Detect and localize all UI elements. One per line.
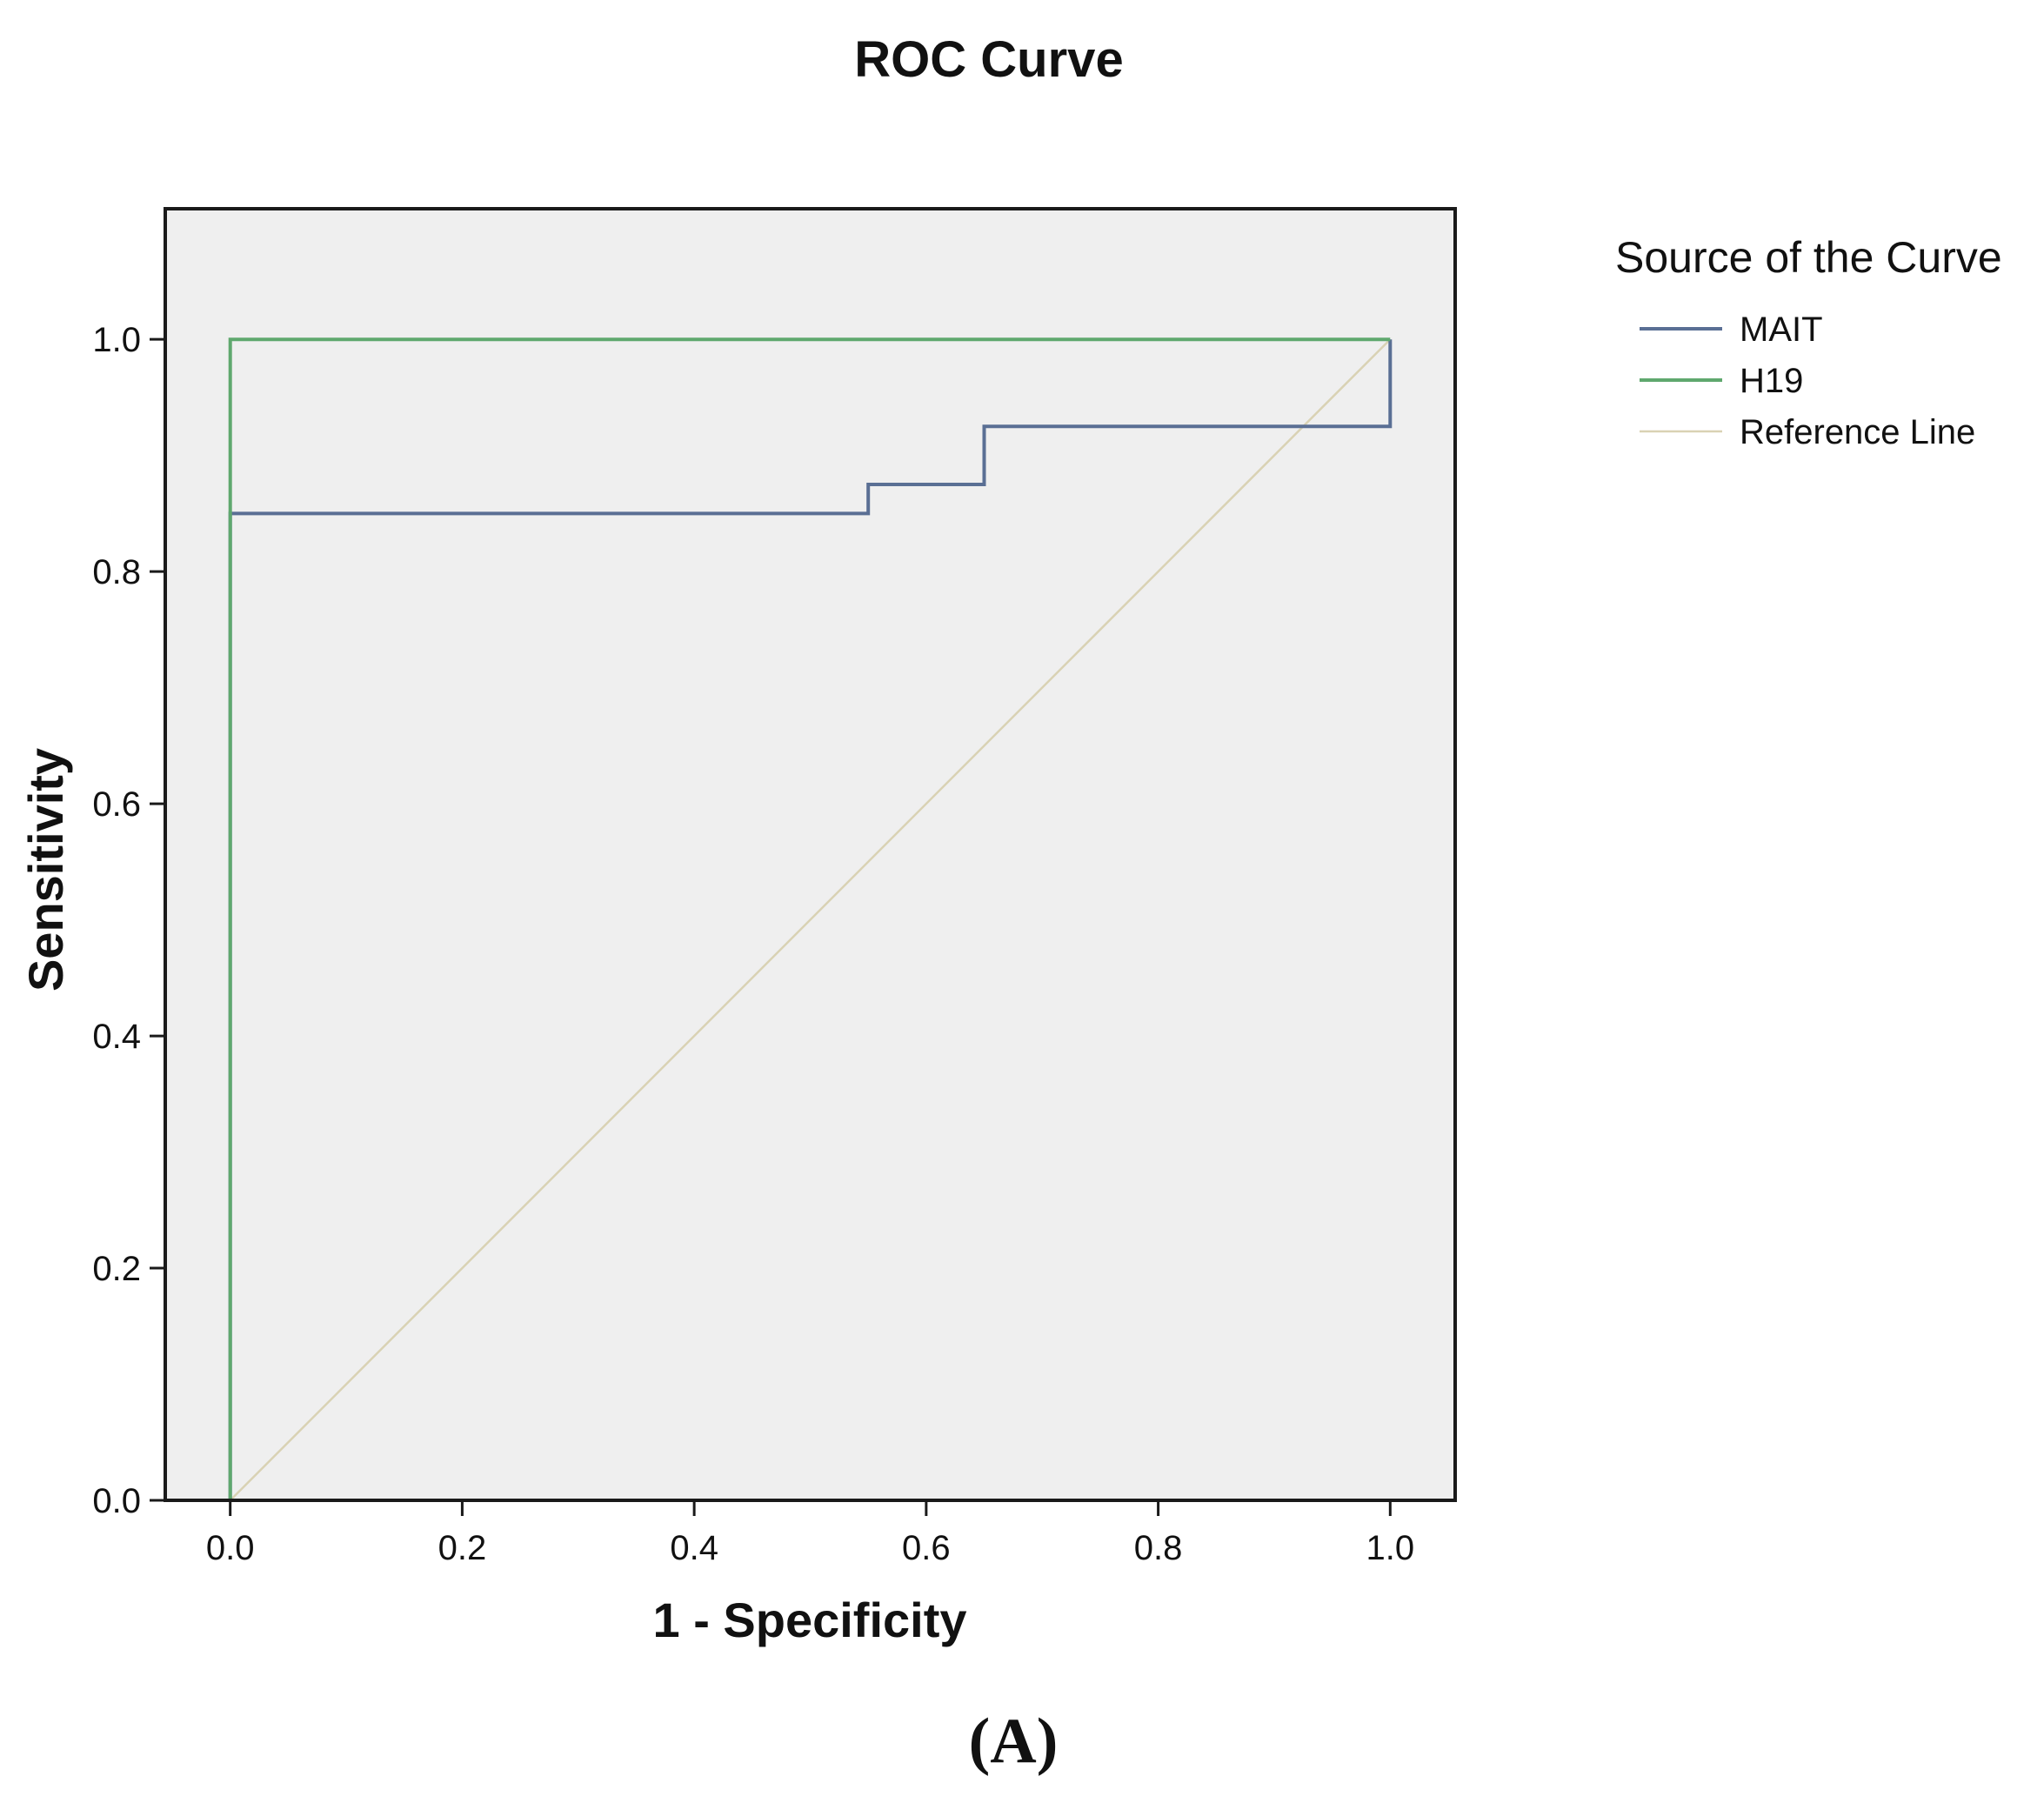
legend-label: H19 <box>1740 362 1803 400</box>
x-tick-label: 0.2 <box>438 1529 487 1567</box>
legend-label: MAIT <box>1740 311 1823 349</box>
plot-frame <box>164 207 1457 1502</box>
panel-label: (A) <box>969 1706 1059 1777</box>
y-tick-label: 0.6 <box>92 785 141 824</box>
legend-label: Reference Line <box>1740 413 1975 451</box>
series-line-reference-line <box>229 338 1392 1501</box>
x-tick-label: 0.4 <box>670 1529 718 1567</box>
x-tick-label: 0.8 <box>1134 1529 1183 1567</box>
legend-items: MAIT H19 Reference Line <box>1640 311 1975 451</box>
plot-area <box>165 209 1455 1500</box>
x-axis-label: 1 - Specificity <box>652 1593 966 1647</box>
legend-item-h19: H19 <box>1640 362 1803 400</box>
legend-item-reference-line: Reference Line <box>1640 413 1975 451</box>
y-tick-label: 0.0 <box>92 1482 141 1520</box>
y-tick-label: 0.8 <box>92 553 141 591</box>
x-tick-label: 1.0 <box>1366 1529 1415 1567</box>
chart-title: ROC Curve <box>854 31 1123 88</box>
y-tick-label: 1.0 <box>92 321 141 359</box>
legend: Source of the Curve MAIT H19 Reference Lin… <box>1615 233 2002 451</box>
series-layer <box>228 337 1393 1501</box>
series-line-h19 <box>228 337 1391 1500</box>
axis-ticks <box>150 337 1392 1516</box>
legend-item-mait: MAIT <box>1640 311 1823 349</box>
legend-title: Source of the Curve <box>1615 233 2002 282</box>
x-tick-label: 0.6 <box>902 1529 951 1567</box>
x-tick-labels: 0.0 0.2 0.4 0.6 0.8 1.0 <box>206 1529 1414 1567</box>
y-tick-labels: 0.0 0.2 0.4 0.6 0.8 1.0 <box>92 321 141 1520</box>
series-line-mait <box>228 339 1393 1500</box>
y-axis-label: Sensitivity <box>18 748 73 992</box>
y-tick-label: 0.2 <box>92 1250 141 1288</box>
x-tick-label: 0.0 <box>206 1529 255 1567</box>
y-tick-label: 0.4 <box>92 1018 141 1056</box>
